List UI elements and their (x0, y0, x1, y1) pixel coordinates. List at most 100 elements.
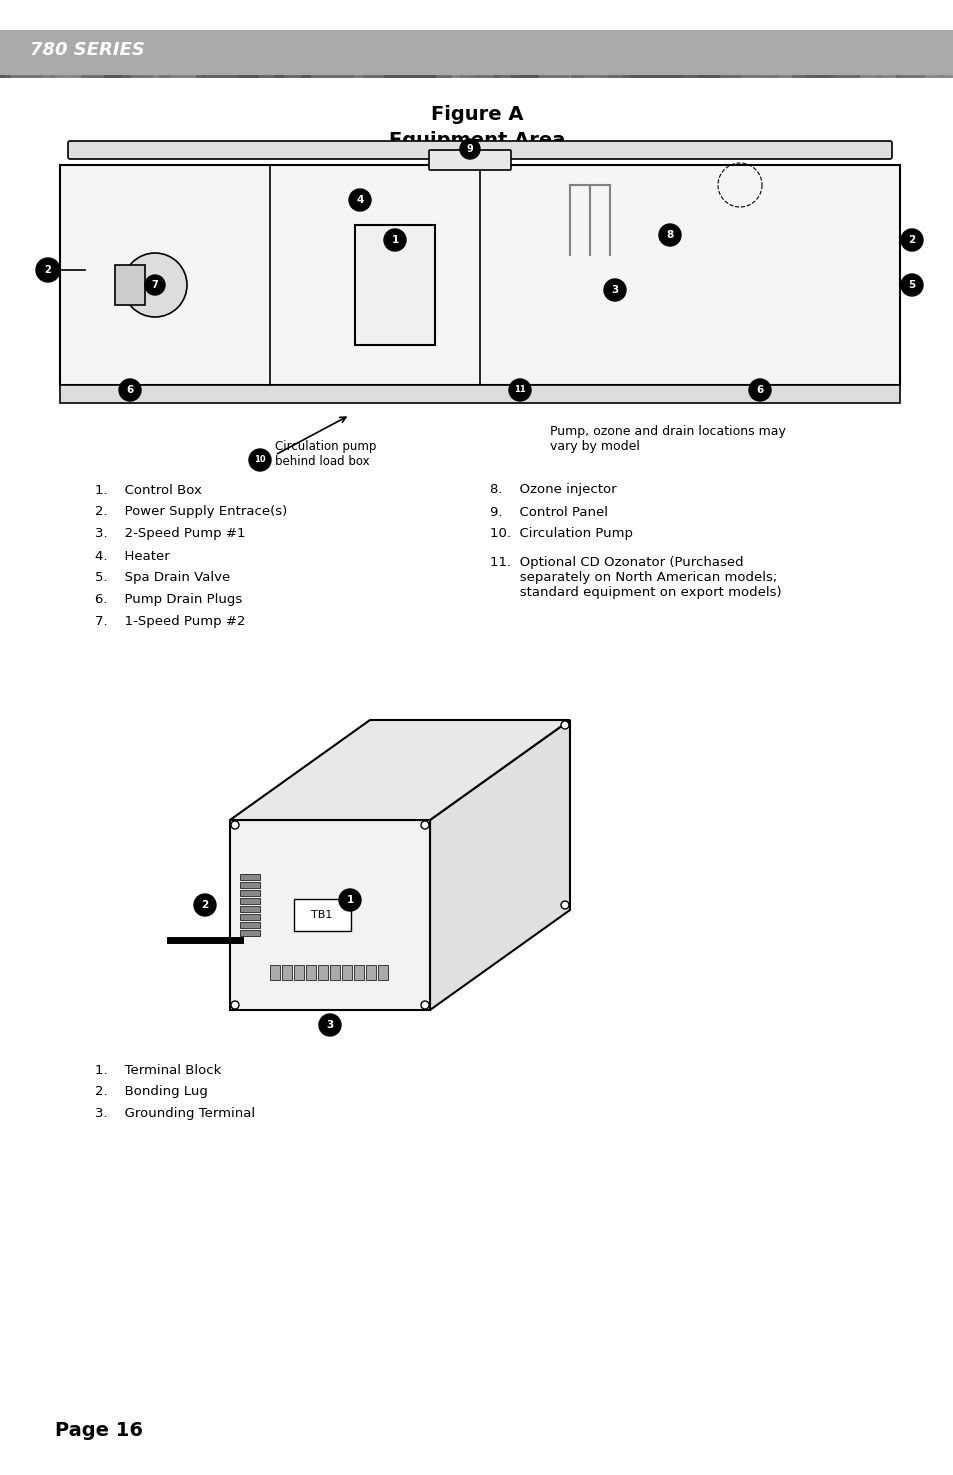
FancyBboxPatch shape (310, 30, 348, 78)
Circle shape (900, 274, 923, 296)
Text: 1: 1 (391, 235, 398, 245)
FancyBboxPatch shape (612, 30, 627, 78)
Text: 6.    Pump Drain Plugs: 6. Pump Drain Plugs (95, 593, 242, 606)
Circle shape (509, 379, 531, 401)
FancyBboxPatch shape (240, 898, 260, 904)
Text: 4.    Heater: 4. Heater (95, 550, 170, 562)
FancyBboxPatch shape (598, 30, 645, 78)
FancyBboxPatch shape (330, 965, 339, 979)
FancyBboxPatch shape (0, 30, 953, 75)
FancyBboxPatch shape (115, 266, 145, 305)
Text: 11: 11 (514, 385, 525, 394)
Circle shape (420, 822, 429, 829)
FancyBboxPatch shape (366, 965, 375, 979)
Text: 2: 2 (907, 235, 915, 245)
Circle shape (123, 254, 187, 317)
Text: Pump, ozone and drain locations may
vary by model: Pump, ozone and drain locations may vary… (550, 425, 785, 453)
Circle shape (459, 139, 479, 159)
Circle shape (384, 229, 406, 251)
Text: 8: 8 (666, 230, 673, 240)
Circle shape (560, 721, 568, 729)
Circle shape (119, 379, 141, 401)
Text: 5.    Spa Drain Valve: 5. Spa Drain Valve (95, 571, 230, 584)
FancyBboxPatch shape (240, 889, 260, 895)
Polygon shape (230, 720, 569, 820)
Text: 1.    Terminal Block: 1. Terminal Block (95, 1063, 221, 1077)
FancyBboxPatch shape (377, 965, 388, 979)
FancyBboxPatch shape (315, 30, 333, 78)
FancyBboxPatch shape (77, 30, 104, 78)
Circle shape (603, 279, 625, 301)
Circle shape (249, 448, 271, 471)
Polygon shape (430, 720, 569, 1010)
FancyBboxPatch shape (23, 30, 35, 78)
Text: 9.    Control Panel: 9. Control Panel (490, 506, 607, 519)
Circle shape (318, 1013, 340, 1035)
FancyBboxPatch shape (920, 30, 949, 78)
FancyBboxPatch shape (361, 30, 408, 78)
FancyBboxPatch shape (872, 30, 902, 78)
FancyBboxPatch shape (774, 30, 830, 78)
FancyBboxPatch shape (355, 226, 435, 345)
FancyBboxPatch shape (792, 30, 820, 78)
Text: 1: 1 (346, 895, 354, 906)
Text: Control Box: Control Box (413, 779, 540, 798)
Circle shape (420, 1002, 429, 1009)
FancyBboxPatch shape (270, 965, 280, 979)
FancyBboxPatch shape (775, 30, 825, 78)
Circle shape (900, 229, 923, 251)
FancyBboxPatch shape (698, 30, 732, 78)
FancyBboxPatch shape (240, 922, 260, 928)
Circle shape (748, 379, 770, 401)
Text: 3.    Grounding Terminal: 3. Grounding Terminal (95, 1108, 254, 1121)
FancyBboxPatch shape (317, 965, 328, 979)
Text: 10: 10 (253, 456, 266, 465)
FancyBboxPatch shape (230, 820, 430, 1010)
Circle shape (36, 258, 60, 282)
Text: Circulation pump
behind load box: Circulation pump behind load box (274, 440, 376, 468)
FancyBboxPatch shape (0, 30, 953, 78)
FancyBboxPatch shape (113, 30, 149, 78)
Circle shape (349, 189, 371, 211)
Text: 3: 3 (611, 285, 618, 295)
FancyBboxPatch shape (950, 30, 953, 78)
FancyBboxPatch shape (60, 385, 899, 403)
Circle shape (338, 889, 360, 912)
FancyBboxPatch shape (474, 30, 517, 78)
FancyBboxPatch shape (789, 30, 838, 78)
FancyBboxPatch shape (741, 30, 796, 78)
FancyBboxPatch shape (60, 165, 899, 385)
FancyBboxPatch shape (573, 30, 601, 78)
Circle shape (193, 894, 215, 916)
FancyBboxPatch shape (522, 30, 560, 78)
Circle shape (659, 224, 680, 246)
FancyBboxPatch shape (294, 965, 304, 979)
FancyBboxPatch shape (274, 30, 290, 78)
Text: 3: 3 (326, 1021, 334, 1030)
Text: 9: 9 (466, 145, 473, 153)
FancyBboxPatch shape (779, 30, 793, 78)
FancyBboxPatch shape (680, 30, 728, 78)
Text: 1.    Control Box: 1. Control Box (95, 484, 202, 497)
Text: 4: 4 (355, 195, 363, 205)
Text: 7: 7 (152, 280, 158, 291)
FancyBboxPatch shape (16, 30, 26, 78)
FancyBboxPatch shape (63, 30, 81, 78)
FancyBboxPatch shape (799, 30, 822, 78)
FancyBboxPatch shape (883, 30, 902, 78)
Text: Page 16: Page 16 (55, 1420, 143, 1440)
Circle shape (231, 822, 239, 829)
FancyBboxPatch shape (453, 30, 504, 78)
Text: Figure A: Figure A (431, 106, 522, 124)
FancyBboxPatch shape (923, 30, 953, 78)
FancyBboxPatch shape (68, 142, 891, 159)
FancyBboxPatch shape (132, 30, 189, 78)
Text: 8.    Ozone injector: 8. Ozone injector (490, 484, 616, 497)
FancyBboxPatch shape (190, 30, 232, 78)
FancyBboxPatch shape (38, 30, 48, 78)
FancyBboxPatch shape (207, 30, 261, 78)
FancyBboxPatch shape (272, 30, 327, 78)
Circle shape (145, 274, 165, 295)
FancyBboxPatch shape (280, 30, 312, 78)
FancyBboxPatch shape (702, 30, 740, 78)
